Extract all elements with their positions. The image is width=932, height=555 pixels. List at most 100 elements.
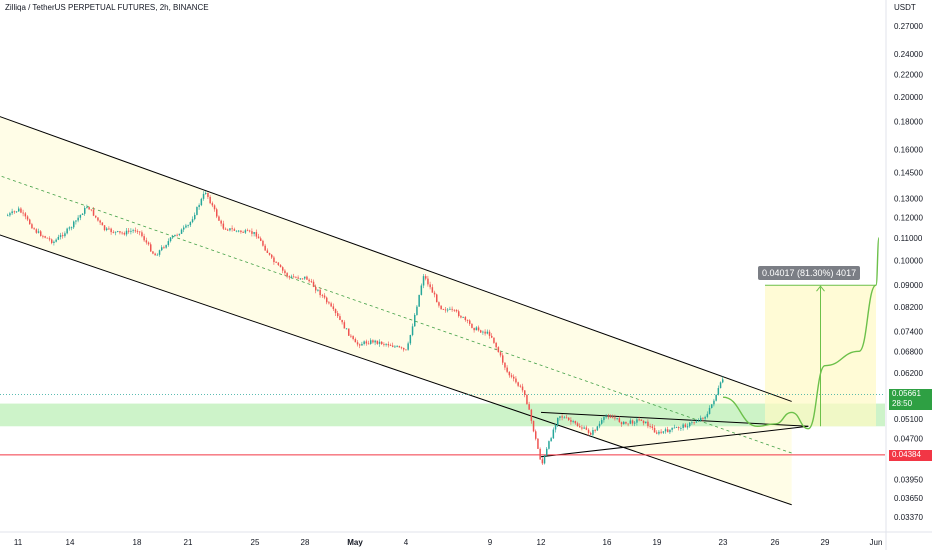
candle — [601, 420, 603, 424]
candle — [405, 349, 407, 351]
candle — [264, 245, 266, 251]
candle — [647, 421, 649, 427]
candle — [227, 229, 229, 231]
candle — [499, 352, 502, 356]
candle — [667, 429, 669, 433]
candle — [284, 270, 286, 274]
y-tick-label: 0.16000 — [894, 145, 923, 154]
current-price-badge: 0.05661 28:50 — [889, 389, 932, 410]
candle — [348, 328, 350, 336]
candle — [103, 225, 106, 231]
candle — [541, 459, 544, 464]
candle — [18, 208, 20, 212]
candle — [398, 346, 401, 348]
candle — [403, 347, 405, 350]
measure-arrowhead — [816, 285, 825, 292]
candle — [128, 230, 130, 232]
candle — [491, 335, 493, 338]
x-tick-label: 11 — [14, 538, 23, 547]
candle — [198, 205, 200, 208]
candle — [282, 267, 284, 271]
candle — [383, 343, 385, 345]
candle — [106, 228, 108, 231]
candle — [339, 316, 341, 320]
candle — [530, 409, 533, 421]
candle — [132, 230, 134, 232]
candle — [557, 417, 559, 425]
candle — [572, 421, 574, 422]
candle — [178, 233, 181, 235]
candle — [708, 407, 711, 414]
candle — [675, 427, 678, 428]
candle — [218, 216, 220, 221]
candle — [629, 420, 632, 424]
candle — [202, 193, 205, 199]
candle — [695, 421, 698, 423]
candle — [57, 236, 60, 240]
candle — [425, 276, 427, 279]
candle — [618, 418, 621, 423]
candle — [359, 344, 361, 346]
candle — [216, 209, 218, 217]
candle — [594, 430, 596, 431]
candle — [139, 231, 141, 233]
candle — [64, 233, 66, 237]
candle — [288, 276, 291, 278]
candle — [669, 429, 671, 433]
candle — [620, 422, 623, 425]
candle — [29, 219, 31, 225]
candle — [574, 421, 577, 424]
candle — [319, 289, 321, 296]
candle — [343, 322, 346, 329]
candle — [174, 234, 176, 237]
candle — [370, 340, 372, 344]
candle — [506, 367, 508, 372]
y-tick-label: 0.04700 — [894, 435, 923, 444]
y-tick-label: 0.13000 — [894, 194, 923, 203]
candle — [79, 214, 82, 218]
candle — [433, 292, 436, 295]
y-tick-label: 0.03950 — [894, 476, 923, 485]
candle — [684, 424, 687, 428]
candle — [442, 309, 445, 310]
candle — [211, 203, 214, 206]
candle — [642, 420, 645, 424]
candle — [242, 232, 244, 233]
candle — [436, 294, 438, 303]
candle — [453, 309, 456, 311]
candle — [451, 308, 453, 310]
candle — [680, 427, 682, 429]
candle — [205, 193, 207, 194]
candle — [711, 404, 713, 408]
candle — [119, 231, 121, 233]
candle — [656, 432, 658, 434]
y-tick-label: 0.11000 — [894, 234, 923, 243]
candle — [229, 228, 231, 231]
candle — [539, 448, 541, 460]
triangle-lower-line — [540, 425, 809, 458]
candle — [11, 211, 13, 214]
candle — [301, 278, 304, 280]
candle — [143, 236, 145, 241]
candle — [561, 416, 563, 418]
candle — [328, 302, 330, 304]
candle — [9, 213, 11, 216]
candle — [363, 341, 365, 344]
triangle-upper-line — [540, 411, 809, 427]
x-tick-label: 16 — [603, 538, 612, 547]
candle — [409, 335, 412, 344]
candle — [559, 416, 561, 418]
candle — [662, 431, 665, 433]
candle — [255, 232, 258, 237]
y-tick-label: 0.03650 — [894, 494, 923, 503]
candle — [152, 251, 154, 254]
candle — [645, 421, 647, 424]
candle — [136, 231, 139, 232]
candle — [682, 424, 684, 428]
candle — [95, 215, 97, 218]
candle — [271, 254, 273, 258]
candle — [209, 196, 211, 204]
candle — [62, 235, 64, 237]
candle — [469, 320, 471, 324]
